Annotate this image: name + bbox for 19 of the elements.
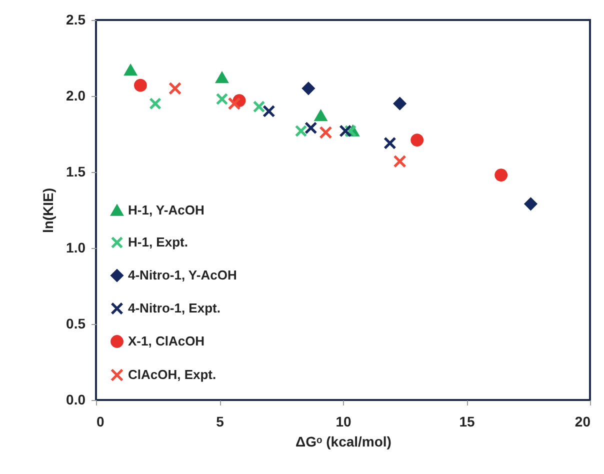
x-tick-label: 15 xyxy=(459,414,475,430)
y-tick-label: 0.5 xyxy=(66,316,86,332)
y-tick-label: 0.0 xyxy=(66,392,86,408)
y-tick-label: 2.0 xyxy=(66,88,86,104)
x-tick-label: 20 xyxy=(574,414,591,430)
legend-label: 4-Nitro-1, Expt. xyxy=(128,300,220,316)
legend-label: H-1, Y-AcOH xyxy=(128,202,204,218)
legend-label: ClAcOH, Expt. xyxy=(128,367,216,382)
y-tick-label: 1.0 xyxy=(66,240,86,256)
y-tick-label: 1.5 xyxy=(66,164,86,180)
y-axis-title: ln(KIE) xyxy=(40,188,56,234)
x-tick-label: 5 xyxy=(216,414,224,430)
legend-label: X-1, ClAcOH xyxy=(128,334,205,348)
x-tick-label: 10 xyxy=(336,414,352,430)
legend-label: H-1, Expt. xyxy=(128,234,188,250)
y-tick-label: 2.5 xyxy=(66,12,86,28)
legend-label: 4-Nitro-1, Y-AcOH xyxy=(128,268,237,282)
x-axis-title: ΔGᵒ (kcal/mol) xyxy=(296,434,392,450)
x-tick-label: 0 xyxy=(96,414,104,430)
